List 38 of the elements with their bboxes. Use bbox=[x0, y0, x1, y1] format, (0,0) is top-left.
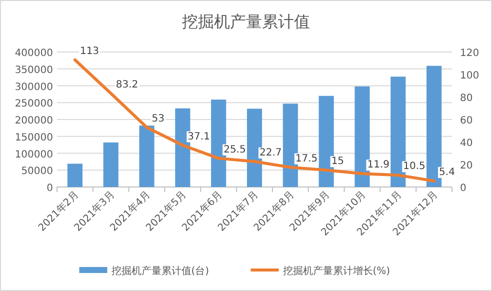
y2-tick-label: 120 bbox=[460, 48, 480, 59]
bar bbox=[139, 126, 154, 187]
y-tick-label: 200000 bbox=[14, 116, 53, 126]
data-label: 53 bbox=[152, 113, 165, 124]
y-tick-label: 50000 bbox=[21, 166, 53, 178]
data-label: 22.7 bbox=[260, 147, 282, 158]
y2-tick-label: 60 bbox=[460, 116, 473, 126]
y-tick-label: 250000 bbox=[14, 98, 53, 110]
y-tick-label: 150000 bbox=[14, 132, 53, 144]
data-label: 17.5 bbox=[295, 153, 318, 164]
data-label: 83.2 bbox=[116, 79, 138, 90]
bar bbox=[354, 86, 370, 187]
bar bbox=[318, 96, 334, 187]
bar bbox=[67, 164, 82, 187]
data-label: 37.1 bbox=[188, 131, 210, 142]
legend-label: 挖掘机产量累计增长(%) bbox=[282, 265, 390, 277]
data-label: 11.9 bbox=[367, 160, 390, 171]
y-tick-label: 0 bbox=[46, 183, 53, 194]
data-label: 113 bbox=[80, 46, 100, 57]
y2-tick-label: 80 bbox=[460, 93, 473, 104]
data-label: 25.5 bbox=[224, 144, 246, 156]
chart-title: 挖掘机产量累计值 bbox=[182, 12, 310, 31]
line-series bbox=[73, 58, 436, 182]
y-tick-label: 400000 bbox=[14, 48, 53, 59]
bar bbox=[103, 142, 118, 187]
data-label: 15 bbox=[331, 156, 344, 168]
y-tick-label: 300000 bbox=[14, 82, 53, 93]
bar bbox=[390, 76, 406, 187]
y2-tick-label: 20 bbox=[460, 160, 473, 172]
bar bbox=[282, 104, 298, 187]
y2-tick-label: 40 bbox=[460, 138, 473, 149]
y2-tick-label: 0 bbox=[460, 183, 466, 194]
y-tick-label: 100000 bbox=[14, 149, 53, 160]
y-tick-label: 350000 bbox=[14, 64, 53, 76]
legend-label: 挖掘机产量累计值(台) bbox=[111, 265, 210, 277]
data-label: 5.4 bbox=[439, 166, 455, 178]
data-label: 10.5 bbox=[403, 161, 426, 172]
y2-tick-label: 100 bbox=[460, 70, 480, 82]
